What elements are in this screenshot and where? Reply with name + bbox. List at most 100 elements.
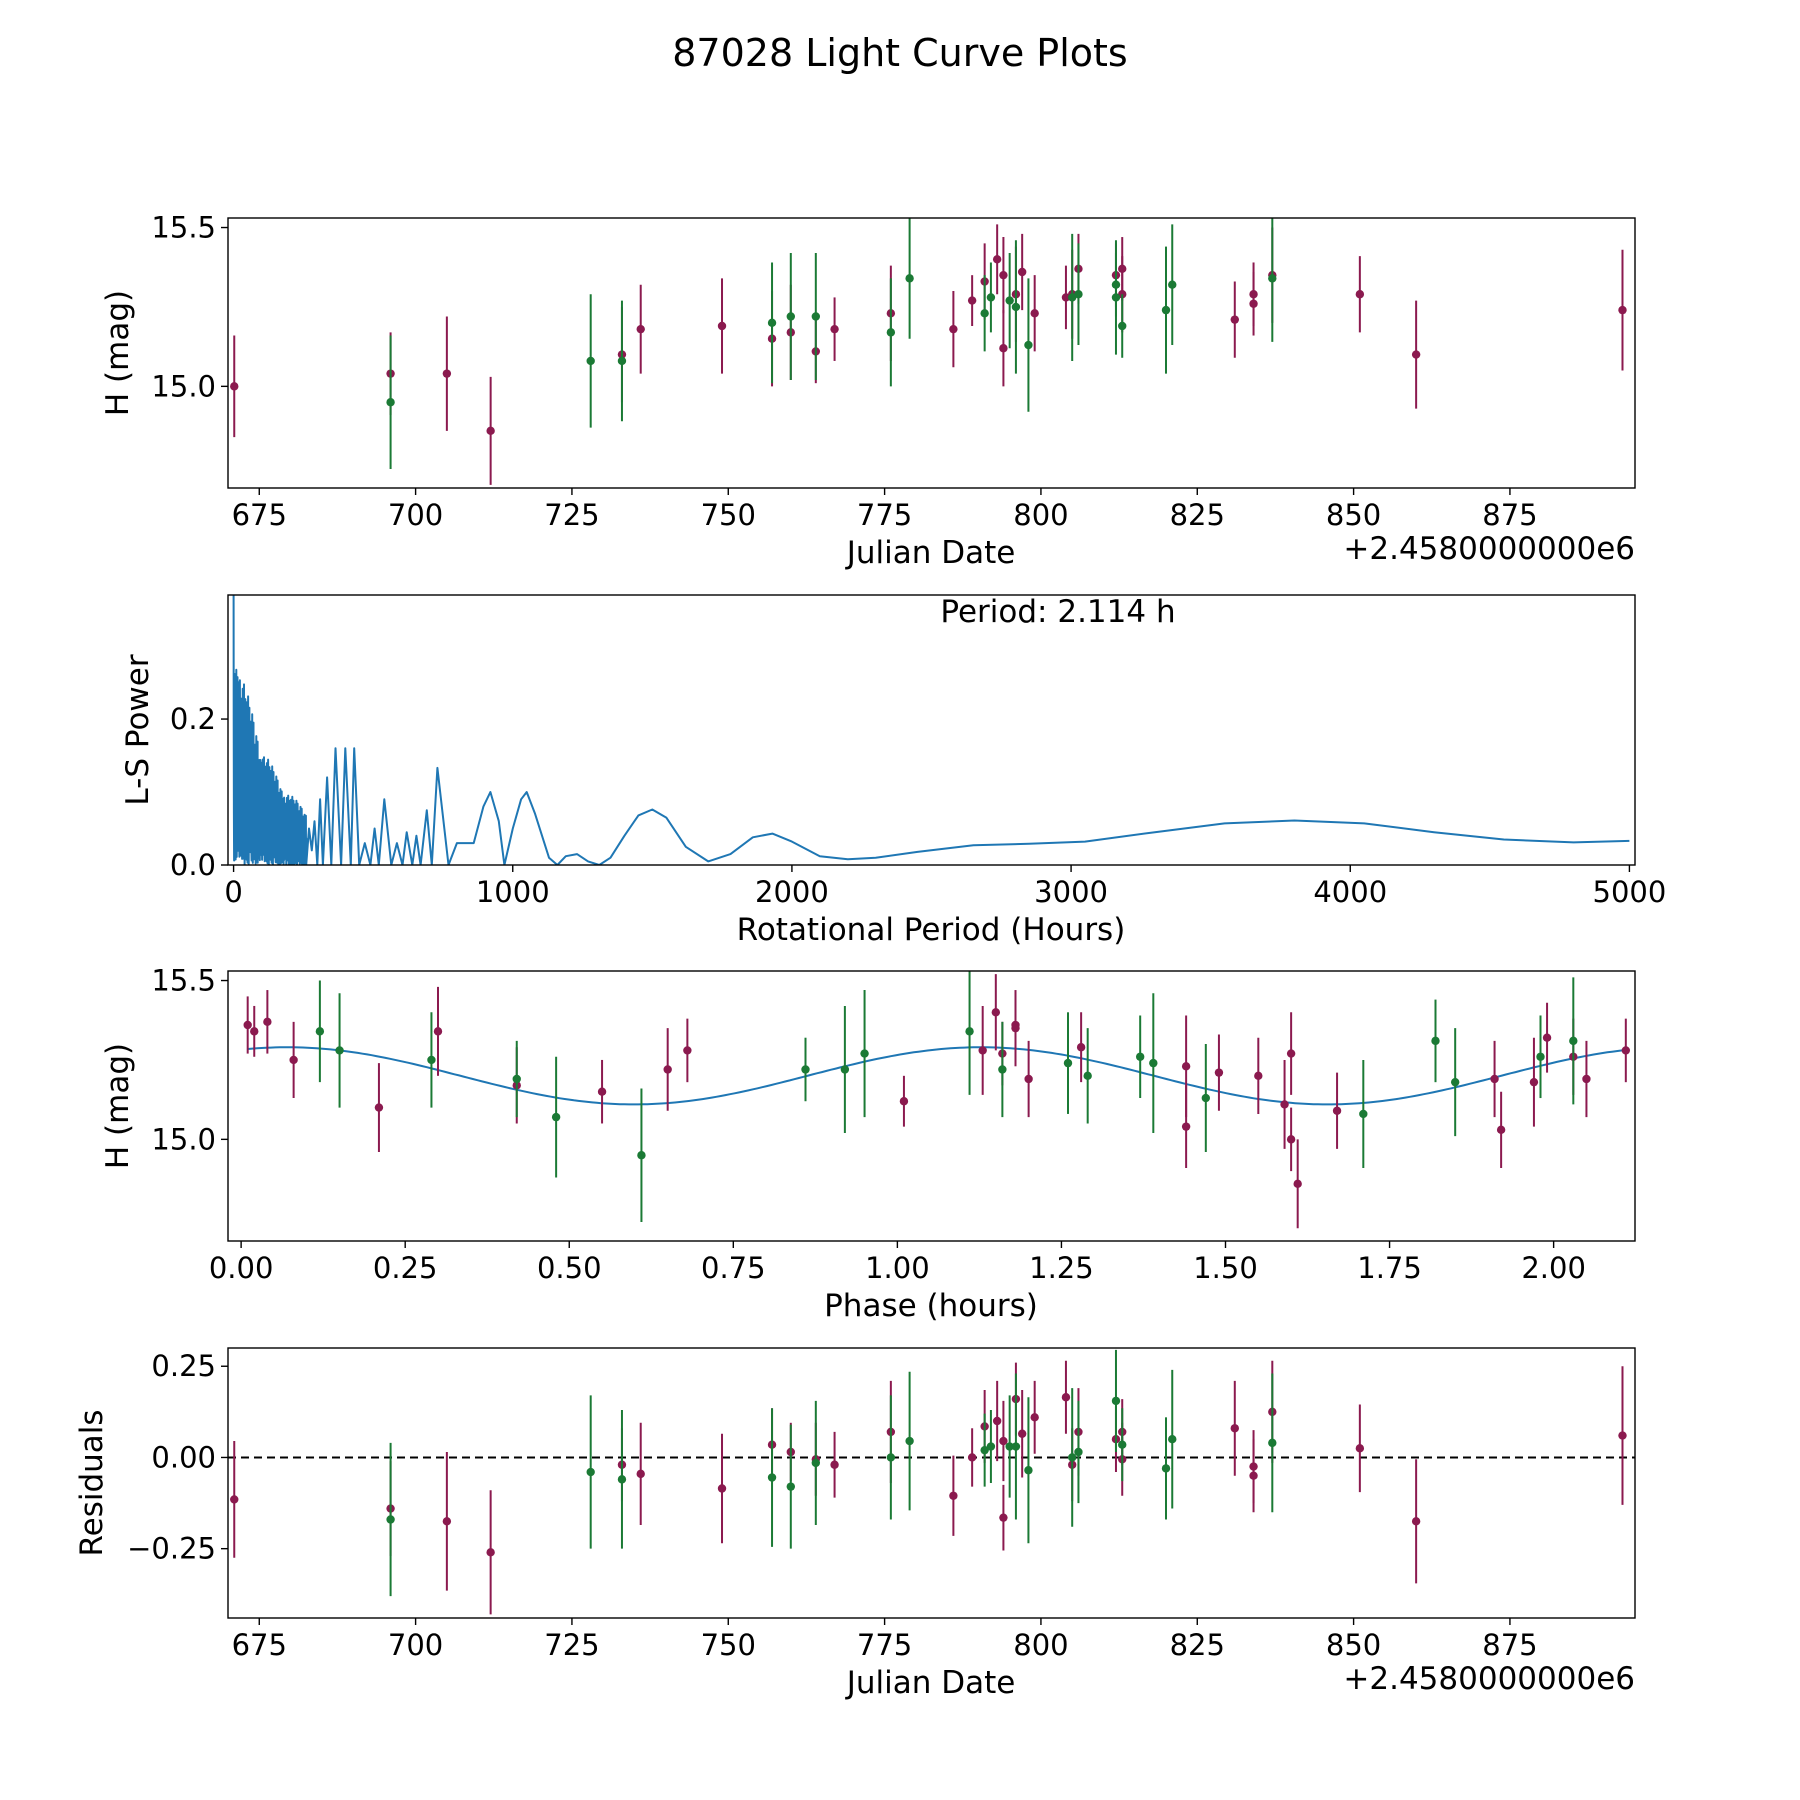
lightcurve-maroon-points [230,224,1627,485]
lightcurve-marker [1017,267,1027,277]
lightcurve-marker [986,293,996,302]
phased-marker [1529,1077,1539,1087]
periodogram-ytick-label: 0.0 [170,848,216,882]
phased-marker [1569,1036,1578,1046]
phased-data-point [1332,1072,1342,1149]
residuals-offset-text: +2.4580000000e6 [1343,1661,1635,1697]
phased-marker [374,1103,384,1112]
residuals-marker [586,1467,595,1477]
phased-marker [1181,1062,1191,1071]
residuals-marker [717,1484,727,1493]
phased-data-point [991,974,1001,1051]
phased-marker [1280,1100,1289,1109]
residuals-data-point [1068,1388,1077,1527]
lightcurve-data-point [1355,256,1365,333]
residuals-data-point [1618,1366,1627,1505]
phased-data-point [263,990,272,1054]
phased-marker [243,1020,252,1030]
residuals-marker [230,1495,239,1504]
residuals-data-point [1249,1439,1258,1513]
lightcurve-marker [1068,293,1077,302]
residuals-data-point [992,1380,1002,1462]
phased-marker [1135,1052,1145,1061]
phased-marker [801,1065,810,1074]
phased-xtick-label: 0.25 [373,1251,438,1285]
residuals-marker [1061,1393,1071,1402]
lightcurve-marker [786,312,795,321]
residuals-marker [1168,1435,1177,1444]
phased-xtick-label: 1.75 [1357,1251,1422,1285]
residuals-data-point [1161,1417,1171,1520]
phased-data-point [1063,1012,1073,1114]
lightcurve-data-point [999,310,1008,387]
residuals-marker [1161,1464,1171,1473]
phased-data-point [1431,999,1440,1083]
lightcurve-xtick-label: 700 [388,498,443,532]
residuals-data-point [636,1422,645,1525]
residuals-marker [1005,1442,1014,1451]
lightcurve-data-point [1024,278,1033,412]
residuals-marker [636,1469,645,1479]
residuals-data-point [886,1395,896,1520]
lightcurve-marker [617,356,627,366]
phased-marker [433,1027,443,1036]
residuals-marker [1074,1447,1083,1457]
phased-marker [1181,1122,1191,1131]
phased-marker [1214,1068,1224,1077]
lightcurve-ylabel: H (mag) [100,290,136,416]
lightcurve-marker [1618,305,1627,315]
residuals-marker [1249,1471,1258,1480]
periodogram-xtick-label: 2000 [755,875,829,909]
phased-marker [998,1065,1007,1074]
phased-marker [683,1046,692,1055]
lightcurve-frame [227,217,1636,489]
lightcurve-marker [1118,264,1127,274]
phased-xtick-label: 1.00 [865,1251,930,1285]
phased-data-point [427,1012,436,1108]
residuals-marker [1411,1517,1421,1526]
residuals-data-point [1355,1404,1365,1493]
phased-marker [1083,1071,1092,1081]
lightcurve-marker [1111,293,1121,302]
residuals-marker [905,1436,914,1446]
phased-data-point [683,1018,692,1083]
lightcurve-data-point [230,335,239,438]
lightcurve-marker [1118,321,1127,331]
phased-marker [512,1074,521,1084]
residuals-data-point [1074,1400,1083,1504]
phased-data-point [1529,1037,1539,1127]
figure-title: 87028 Light Curve Plots [672,31,1127,75]
phased-marker [1076,1043,1086,1052]
lightcurve-data-point [486,376,495,485]
phased-marker [978,1046,987,1055]
lightcurve-ytick-label: 15.5 [151,211,216,245]
lightcurve-marker [1230,315,1239,324]
phased-data-point [1582,1040,1591,1118]
phased-xtick-label: 0.50 [537,1251,602,1285]
phased-marker [840,1065,850,1074]
phased-data-point [1286,1012,1296,1095]
phased-data-point [637,1088,646,1222]
phased-marker [250,1027,259,1036]
residuals-marker [980,1445,989,1455]
phased-data-point [1280,1059,1289,1149]
residuals-marker [1118,1440,1127,1449]
phased-marker [1063,1058,1073,1068]
phased-marker [637,1151,646,1160]
residuals-data-point [717,1433,727,1544]
lightcurve-marker [442,369,452,378]
lightcurve-xtick-label: 825 [1170,498,1225,532]
phased-data-point [335,993,344,1108]
lightcurve-marker [717,321,727,331]
residuals-data-point [811,1400,821,1525]
residuals-marker [1268,1438,1277,1448]
periodogram-ylabel: L-S Power [120,654,156,805]
lightcurve-marker [1355,290,1365,299]
residuals-data-point [767,1408,777,1547]
residuals-xtick-label: 750 [701,1628,756,1662]
periodogram-annotation: Period: 2.114 h [940,594,1175,630]
phased-marks [243,971,1631,1229]
phased-data-point [1254,1037,1263,1114]
lightcurve-marks [230,218,1627,485]
lightcurve-ticks: 675 700 725 750 775 800 825 850 875 15.0 15.5 [151,211,1537,532]
